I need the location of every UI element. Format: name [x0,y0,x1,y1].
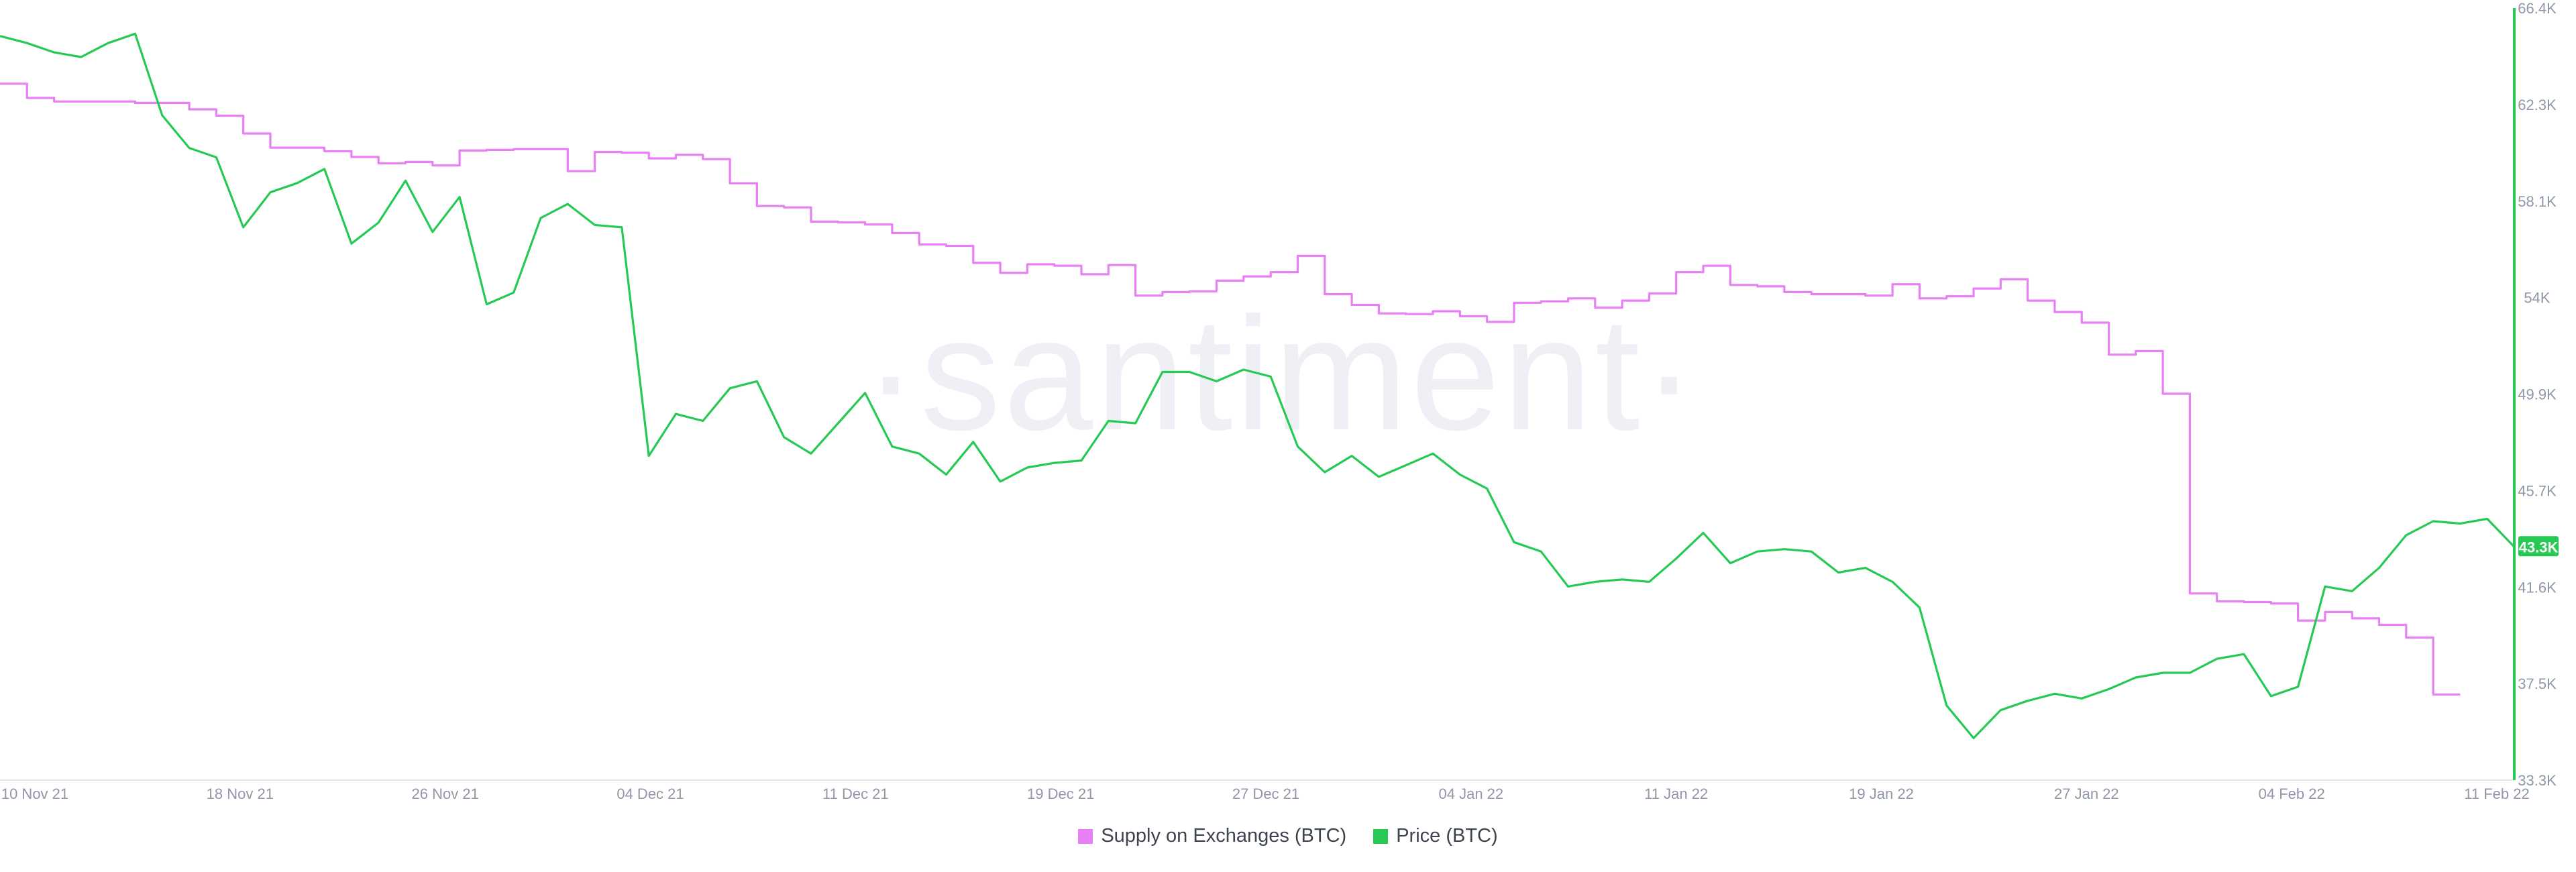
y-tick-label: 66.4K [2518,0,2557,17]
supply-series-line [0,83,2461,696]
x-tick-labels: 10 Nov 21 18 Nov 21 26 Nov 21 04 Dec 21 11 D… [1,785,2530,802]
price-series-line [0,32,2516,739]
x-tick-label: 04 Dec 21 [616,785,684,802]
x-tick-label: 04 Feb 22 [2259,785,2325,802]
y-tick-label: 41.6K [2518,579,2557,596]
y-tick-label: 33.3K [2518,772,2557,789]
x-tick-label: 04 Jan 22 [1439,785,1504,802]
x-tick-label: 19 Jan 22 [1849,785,1914,802]
legend-swatch-price [1373,828,1389,844]
series-layer [0,32,2516,739]
legend-label-price: Price (BTC) [1396,825,1498,847]
x-tick-label: 27 Dec 21 [1232,785,1299,802]
y-tick-label: 49.9K [2518,386,2557,403]
y-tick-label: 37.5K [2518,675,2557,692]
watermark-text: ·santiment· [864,284,1699,464]
x-tick-label: 19 Dec 21 [1027,785,1094,802]
x-tick-label: 11 Feb 22 [2464,785,2529,802]
y-tick-labels: 66.4K 62.3K 58.1K 54K 49.9K 45.7K 41.6K 37.5K 33… [2518,0,2557,789]
x-tick-label: 11 Jan 22 [1644,785,1708,802]
y-tick-label: 45.7K [2518,482,2557,499]
y-tick-label: 54K [2524,290,2550,307]
x-tick-label: 26 Nov 21 [412,785,479,802]
y-tick-label: 62.3K [2518,97,2557,113]
legend-item-supply[interactable]: Supply on Exchanges (BTC) [1078,825,1346,847]
x-tick-label: 10 Nov 21 [1,785,68,802]
x-tick-label: 27 Jan 22 [2054,785,2119,802]
legend: Supply on Exchanges (BTC) Price (BTC) [0,825,2576,847]
x-tick-label: 11 Dec 21 [822,785,889,802]
legend-swatch-supply [1078,828,1093,844]
legend-item-price[interactable]: Price (BTC) [1373,825,1498,847]
price-badge-background [2518,536,2559,557]
current-price-badge: 43.3K [2518,536,2559,557]
price-badge-label: 43.3K [2519,539,2559,555]
y-tick-label: 58.1K [2518,193,2557,210]
x-tick-label: 18 Nov 21 [207,785,274,802]
legend-label-supply: Supply on Exchanges (BTC) [1101,825,1347,847]
